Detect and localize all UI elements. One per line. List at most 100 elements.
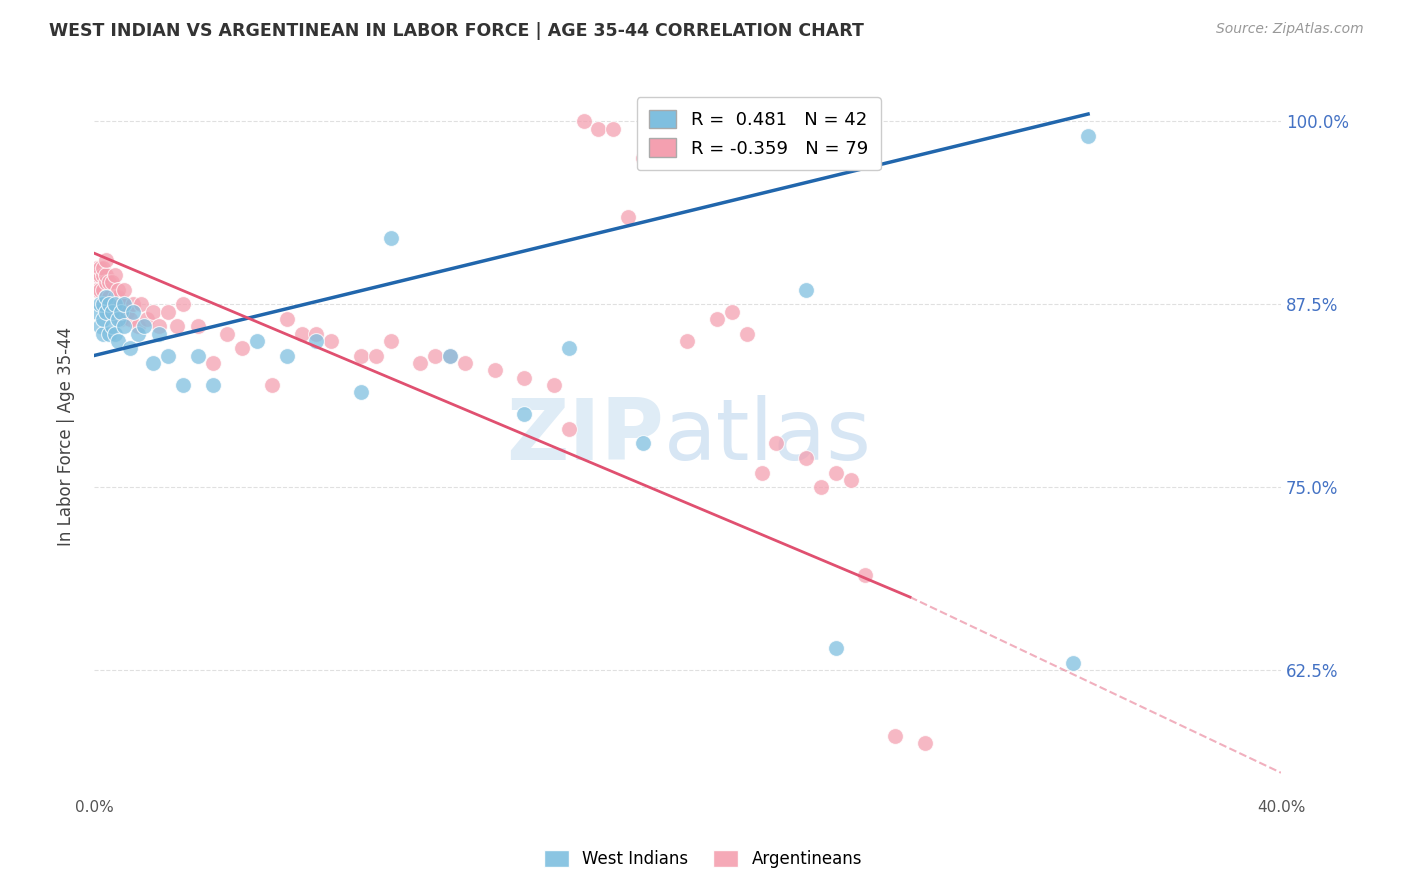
Point	[100, 276, 122, 290]
Point	[246, 334, 269, 348]
Point	[839, 473, 862, 487]
Point	[94, 253, 117, 268]
Point	[91, 326, 114, 341]
Point	[94, 290, 117, 304]
Point	[121, 304, 143, 318]
Point	[127, 319, 149, 334]
Point	[86, 268, 108, 282]
Point	[631, 436, 654, 450]
Point	[350, 385, 373, 400]
Point	[118, 312, 141, 326]
Point	[201, 377, 224, 392]
Point	[107, 290, 129, 304]
Point	[148, 319, 170, 334]
Point	[127, 326, 149, 341]
Point	[439, 349, 461, 363]
Point	[97, 304, 120, 318]
Legend: R =  0.481   N = 42, R = -0.359   N = 79: R = 0.481 N = 42, R = -0.359 N = 79	[637, 97, 880, 170]
Point	[107, 312, 129, 326]
Point	[217, 326, 239, 341]
Point	[112, 319, 135, 334]
Point	[107, 334, 129, 348]
Point	[142, 356, 165, 370]
Point	[100, 297, 122, 311]
Point	[914, 736, 936, 750]
Point	[97, 290, 120, 304]
Point	[794, 283, 817, 297]
Point	[855, 568, 877, 582]
Point	[558, 422, 581, 436]
Y-axis label: In Labor Force | Age 35-44: In Labor Force | Age 35-44	[58, 326, 75, 546]
Point	[142, 304, 165, 318]
Point	[187, 349, 209, 363]
Text: WEST INDIAN VS ARGENTINEAN IN LABOR FORCE | AGE 35-44 CORRELATION CHART: WEST INDIAN VS ARGENTINEAN IN LABOR FORC…	[49, 22, 865, 40]
Point	[824, 466, 846, 480]
Point	[305, 326, 328, 341]
Point	[94, 268, 117, 282]
Point	[231, 341, 253, 355]
Point	[157, 304, 180, 318]
Point	[89, 268, 111, 282]
Point	[136, 312, 159, 326]
Point	[201, 356, 224, 370]
Point	[104, 290, 127, 304]
Point	[884, 729, 907, 743]
Point	[104, 326, 127, 341]
Point	[558, 341, 581, 355]
Legend: West Indians, Argentineans: West Indians, Argentineans	[537, 843, 869, 875]
Point	[172, 297, 194, 311]
Point	[291, 326, 314, 341]
Point	[100, 297, 122, 311]
Point	[107, 283, 129, 297]
Point	[276, 312, 298, 326]
Point	[86, 260, 108, 275]
Point	[260, 377, 283, 392]
Point	[110, 312, 132, 326]
Point	[172, 377, 194, 392]
Point	[425, 349, 447, 363]
Point	[104, 297, 127, 311]
Point	[454, 356, 477, 370]
Point	[187, 319, 209, 334]
Point	[484, 363, 506, 377]
Point	[513, 370, 536, 384]
Point	[706, 312, 728, 326]
Point	[86, 304, 108, 318]
Point	[91, 268, 114, 282]
Point	[110, 304, 132, 318]
Point	[104, 304, 127, 318]
Point	[810, 480, 832, 494]
Point	[97, 326, 120, 341]
Point	[100, 319, 122, 334]
Point	[104, 268, 127, 282]
Point	[631, 151, 654, 165]
Point	[94, 276, 117, 290]
Point	[166, 319, 188, 334]
Point	[157, 349, 180, 363]
Point	[86, 283, 108, 297]
Point	[794, 450, 817, 465]
Point	[112, 283, 135, 297]
Point	[91, 283, 114, 297]
Point	[305, 334, 328, 348]
Point	[110, 297, 132, 311]
Point	[602, 121, 624, 136]
Point	[91, 312, 114, 326]
Point	[97, 297, 120, 311]
Point	[91, 297, 114, 311]
Point	[91, 297, 114, 311]
Point	[380, 231, 402, 245]
Point	[1077, 128, 1099, 143]
Point	[380, 334, 402, 348]
Point	[721, 304, 744, 318]
Point	[751, 466, 773, 480]
Point	[439, 349, 461, 363]
Point	[148, 326, 170, 341]
Point	[409, 356, 432, 370]
Point	[89, 297, 111, 311]
Point	[543, 377, 565, 392]
Point	[94, 290, 117, 304]
Point	[94, 304, 117, 318]
Point	[89, 283, 111, 297]
Point	[89, 319, 111, 334]
